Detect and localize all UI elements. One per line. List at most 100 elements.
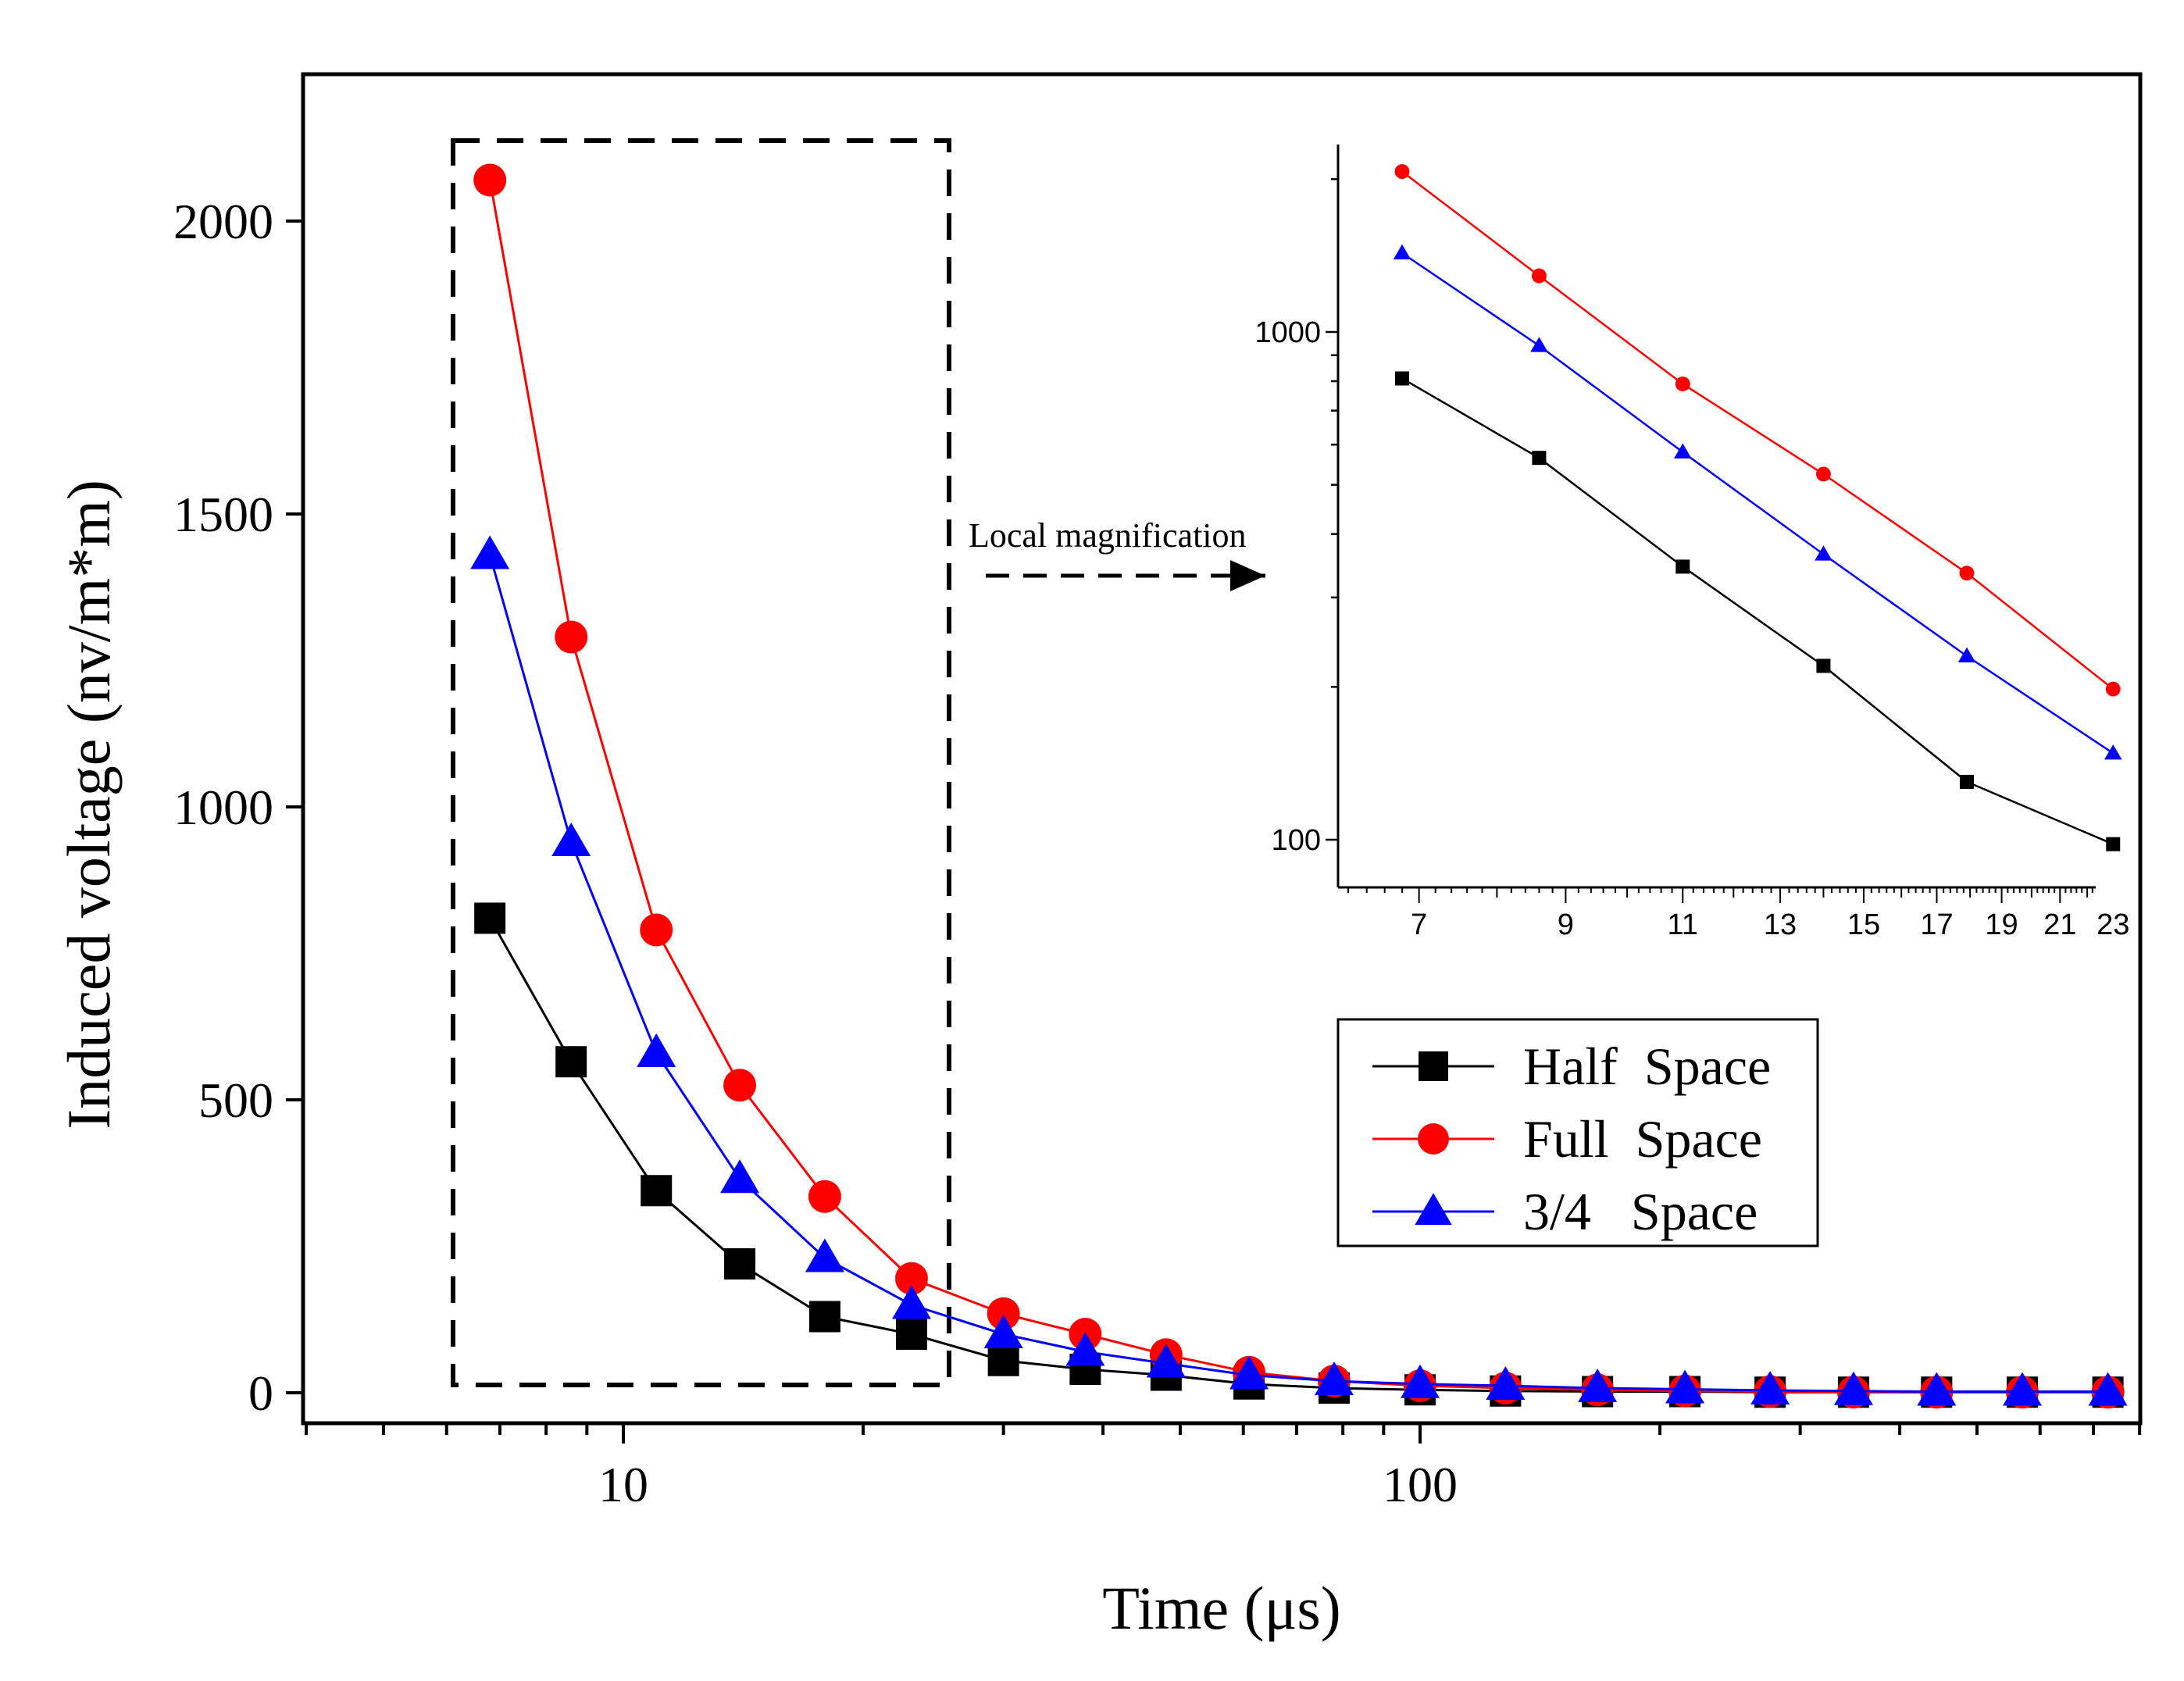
inset-data-point xyxy=(1675,559,1690,574)
inset-data-point xyxy=(2105,681,2121,697)
inset-series-line xyxy=(1401,252,2114,755)
inset-data-point xyxy=(1959,774,1974,789)
data-point xyxy=(470,535,510,569)
data-point xyxy=(1229,1355,1269,1390)
y-axis-title: Induced voltage (nv/m*m) xyxy=(55,480,123,1130)
legend-marker xyxy=(1415,1193,1452,1226)
inset-data-point xyxy=(1393,244,1411,260)
data-point xyxy=(891,1285,931,1319)
inset-series-triangle xyxy=(1393,244,2122,760)
data-point xyxy=(1146,1344,1186,1378)
highlight-box xyxy=(451,138,951,1387)
legend-marker xyxy=(1418,1123,1449,1155)
inset-x-tick-label: 19 xyxy=(1985,908,2018,941)
inset-series-line xyxy=(1401,377,2114,845)
data-point xyxy=(983,1315,1023,1348)
data-point xyxy=(1486,1366,1526,1400)
main-x-axis: 10 100 xyxy=(305,1423,2142,1512)
main-plot-frame xyxy=(301,72,2143,1426)
inset-series-line xyxy=(1401,170,2114,691)
data-point xyxy=(723,1069,757,1102)
inset-data-point xyxy=(1530,337,1548,352)
y-tick-label: 2000 xyxy=(173,194,273,249)
data-point xyxy=(1578,1369,1618,1402)
inset-data-point xyxy=(1816,658,1831,673)
inset-data-point xyxy=(1395,371,1409,386)
legend-box xyxy=(1336,1018,1819,1247)
inset-chart: 100 1000 7 9 11 13 15 17 19 21 23 xyxy=(1254,145,2129,941)
data-point xyxy=(894,1262,928,1295)
data-point xyxy=(641,1175,673,1207)
inset-x-tick-label: 9 xyxy=(1558,908,1574,941)
legend: Half Space Full Space 3/4 Space xyxy=(1336,1018,1819,1247)
y-tick-label: 1500 xyxy=(173,487,273,542)
inset-y-axis: 100 1000 xyxy=(1254,178,1338,857)
inset-data-point xyxy=(1394,164,1410,180)
x-axis-title: Time (μs) xyxy=(1102,1574,1341,1642)
data-point xyxy=(640,913,673,947)
legend-label: Full Space xyxy=(1523,1109,1762,1169)
legend-item: Half Space xyxy=(1372,1037,1771,1096)
legend-item: Full Space xyxy=(1372,1109,1762,1169)
legend-item: 3/4 Space xyxy=(1372,1182,1758,1241)
inset-series-circle xyxy=(1394,164,2121,697)
data-point xyxy=(1917,1372,1957,1406)
inset-data-point xyxy=(1957,647,1976,662)
y-tick-label: 1000 xyxy=(173,780,273,835)
inset-data-point xyxy=(1815,466,1831,482)
data-point xyxy=(808,1180,841,1213)
legend-label: 3/4 Space xyxy=(1523,1182,1758,1241)
data-point xyxy=(473,163,507,197)
data-point xyxy=(551,823,591,856)
data-point xyxy=(895,1319,927,1350)
inset-data-point xyxy=(1531,268,1547,284)
series-circle xyxy=(473,163,2125,1409)
y-tick-label: 0 xyxy=(248,1365,273,1421)
inset-y-tick-label: 100 xyxy=(1272,824,1321,857)
inset-x-tick-label: 13 xyxy=(1764,908,1797,941)
data-point xyxy=(1065,1332,1105,1366)
inset-x-axis: 7 9 11 13 15 17 19 21 23 xyxy=(1347,887,2129,941)
inset-data-point xyxy=(1959,566,1975,581)
inset-x-tick-label: 15 xyxy=(1847,908,1880,941)
inset-data-point xyxy=(2106,837,2121,851)
inset-data-point xyxy=(1815,545,1832,561)
inset-data-point xyxy=(2104,744,2122,760)
legend-label: Half Space xyxy=(1523,1037,1771,1096)
series-square xyxy=(474,902,2124,1408)
inset-x-tick-label: 23 xyxy=(2097,908,2129,941)
data-point xyxy=(1401,1364,1440,1398)
inset-x-tick-label: 11 xyxy=(1668,908,1698,941)
annotation-local-magnification: Local magnification xyxy=(969,516,1247,555)
legend-marker xyxy=(1419,1051,1448,1081)
x-tick-label: 10 xyxy=(598,1457,648,1512)
y-tick-label: 500 xyxy=(198,1072,273,1128)
data-point xyxy=(555,620,588,654)
inset-x-tick-label: 21 xyxy=(2043,908,2076,941)
inset-x-tick-label: 7 xyxy=(1411,908,1427,941)
inset-data-point xyxy=(1532,451,1547,466)
data-point xyxy=(1665,1369,1705,1404)
data-point xyxy=(805,1238,844,1272)
series-line xyxy=(488,180,2108,1394)
inset-x-tick-label: 17 xyxy=(1920,908,1953,941)
data-point xyxy=(555,1046,587,1078)
series-line xyxy=(488,917,2108,1394)
inset-series-square xyxy=(1395,371,2121,851)
data-point xyxy=(987,1344,1019,1376)
data-point xyxy=(1833,1371,1873,1405)
data-point xyxy=(720,1159,760,1194)
inset-series-group xyxy=(1393,164,2122,851)
data-point xyxy=(2088,1372,2128,1406)
x-tick-label: 100 xyxy=(1383,1457,1458,1512)
main-series-group xyxy=(470,163,2128,1409)
data-point xyxy=(1314,1362,1354,1395)
data-point xyxy=(637,1033,676,1067)
inset-data-point xyxy=(1674,443,1692,459)
data-point xyxy=(724,1248,756,1279)
data-point xyxy=(808,1301,840,1333)
data-point xyxy=(474,902,506,934)
data-point xyxy=(987,1297,1020,1330)
data-point xyxy=(1750,1371,1790,1404)
